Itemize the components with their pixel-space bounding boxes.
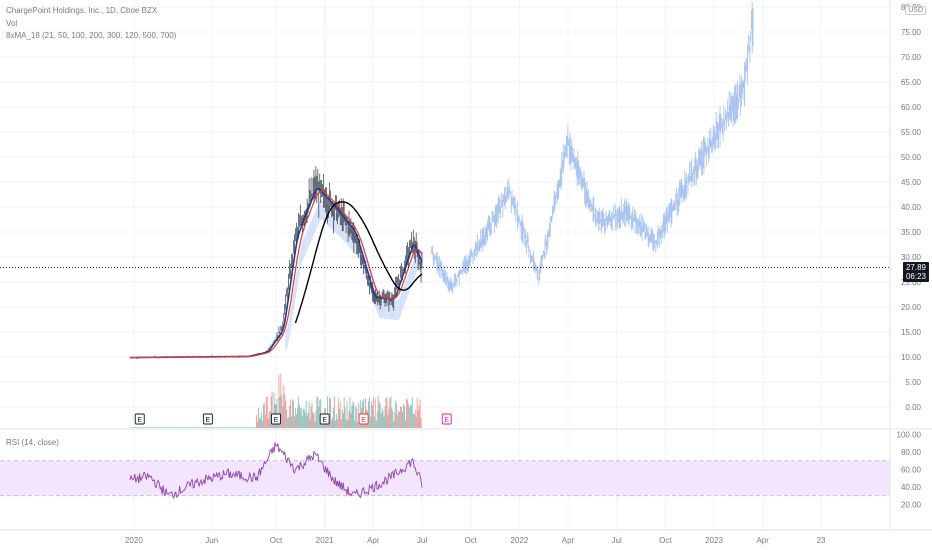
time-tick-label: Oct [464, 536, 477, 545]
earnings-marker [319, 413, 330, 425]
time-tick-label: Apr [367, 536, 380, 545]
time-tick-label: 2021 [316, 536, 334, 545]
earnings-marker-label: E [361, 417, 366, 424]
earnings-marker [358, 413, 369, 425]
price-tick-label: 25.00 [901, 278, 922, 287]
rsi-tick-label: 60.00 [901, 466, 922, 475]
last-price-value: 27.89 [905, 263, 927, 272]
time-tick-label: Oct [270, 536, 283, 545]
price-tick-label: 15.00 [901, 328, 922, 337]
earnings-marker [441, 413, 452, 425]
earnings-marker [202, 413, 213, 425]
price-tick-label: 40.00 [901, 203, 922, 212]
rsi-band [0, 460, 890, 496]
rsi-tick-label: 80.00 [901, 448, 922, 457]
ma-mid-line [130, 190, 423, 359]
time-tick-label: Jul [417, 536, 427, 545]
chart-grid [0, 0, 890, 530]
earnings-marker [271, 413, 281, 425]
last-price-tag: 27.89 06:23 [903, 262, 929, 282]
earnings-marker-label: E [322, 417, 327, 424]
rsi-pane [0, 442, 890, 499]
earnings-marker-label: E [206, 417, 211, 424]
time-tick-label: 2022 [510, 536, 528, 545]
price-tick-label: 20.00 [901, 303, 922, 312]
earnings-marker [134, 413, 145, 425]
rsi-tick-label: 100.00 [897, 431, 922, 440]
rsi-line [129, 442, 423, 499]
price-tick-label: 55.00 [901, 128, 922, 137]
ma-legend[interactable]: 8xMA_18 (21, 50, 100, 200, 300, 120, 500… [6, 31, 177, 40]
symbol-title[interactable]: ChargePoint Holdings, Inc., 1D, Cboe BZX [6, 6, 158, 15]
rsi-tick-label: 20.00 [901, 501, 922, 510]
price-tick-label: 10.00 [901, 353, 922, 362]
bar-countdown: 06:23 [905, 272, 927, 281]
time-tick-label: 2020 [125, 536, 143, 545]
earnings-marker-label: E [137, 417, 142, 424]
price-tick-label: 60.00 [901, 103, 922, 112]
price-tick-label: 70.00 [901, 53, 922, 62]
earnings-marker-label: E [444, 417, 449, 424]
price-tick-label: 50.00 [901, 153, 922, 162]
time-tick-label: 23 [817, 536, 826, 545]
moving-averages [130, 187, 423, 359]
time-tick-label: Jul [612, 536, 622, 545]
rsi-legend[interactable]: RSI (14, close) [6, 438, 59, 447]
price-tick-label: 65.00 [901, 78, 922, 87]
price-projection [285, 1, 754, 350]
price-tick-label: 5.00 [905, 378, 921, 387]
volume-legend[interactable]: Vol [6, 19, 18, 28]
price-tick-label: 75.00 [901, 28, 922, 37]
price-tick-label: 45.00 [901, 178, 922, 187]
time-tick-label: Jun [205, 536, 218, 545]
time-tick-label: Oct [659, 536, 672, 545]
time-tick-label: 2023 [705, 536, 723, 545]
price-tick-label: 30.00 [901, 253, 922, 262]
ma-slow-line [294, 201, 423, 324]
price-tick-label: 35.00 [901, 228, 922, 237]
time-tick-label: Apr [756, 536, 769, 545]
earnings-marker-label: E [274, 417, 279, 424]
price-tick-label: 0.00 [905, 403, 921, 412]
rsi-tick-label: 40.00 [901, 483, 922, 492]
time-tick-label: Apr [562, 536, 575, 545]
currency-badge[interactable]: USD [905, 6, 926, 15]
